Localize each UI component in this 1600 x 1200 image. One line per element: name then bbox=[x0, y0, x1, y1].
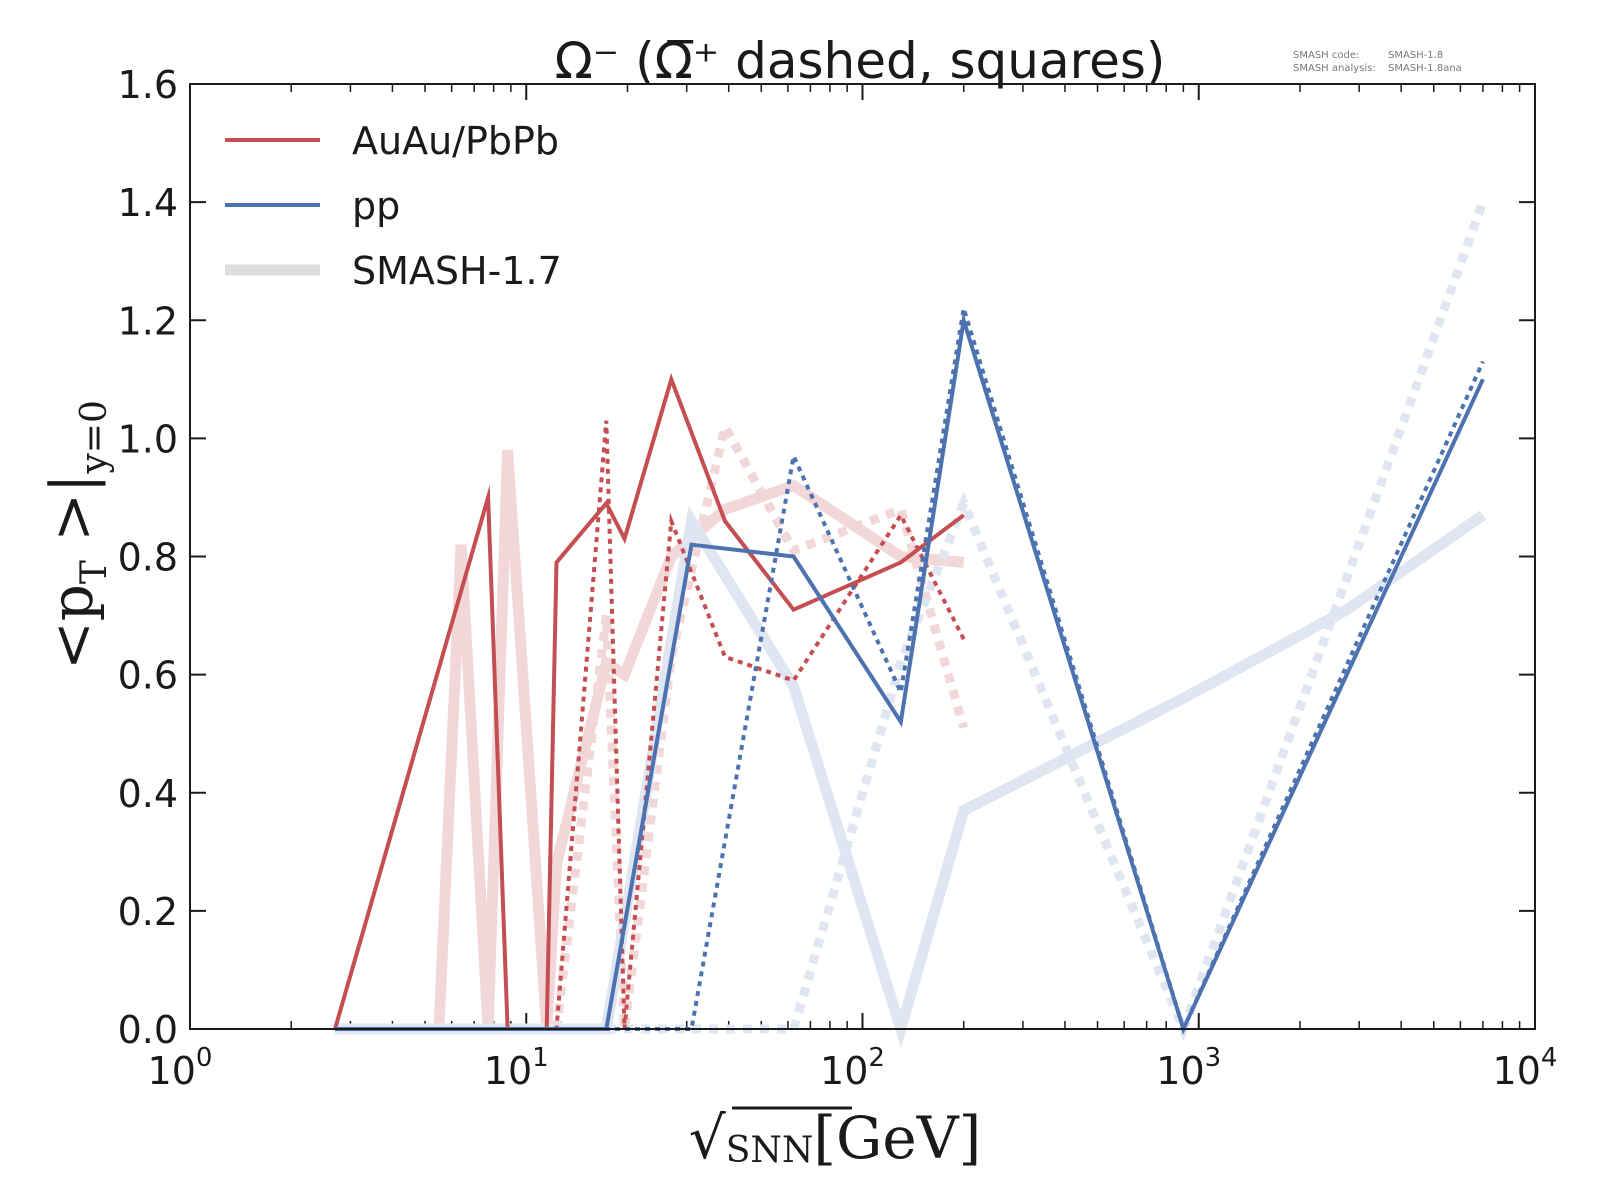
annotation-line-0-value: SMASH-1.8 bbox=[1388, 50, 1443, 61]
y-axis-label: <pT >|y=0 bbox=[38, 400, 115, 670]
y-label-sub-t: T bbox=[74, 560, 115, 584]
x-label-sub: SNN bbox=[726, 1130, 814, 1171]
y-tick-label: 0.4 bbox=[118, 772, 178, 816]
x-tick-label: 101 bbox=[484, 1043, 549, 1093]
y-tick-label: 1.0 bbox=[118, 417, 178, 461]
svg-text:√SNN[GeV]: √SNN[GeV] bbox=[689, 1104, 981, 1172]
chart-title: Ω⁻ (Ω̅⁺ dashed, squares) bbox=[555, 32, 1166, 90]
y-tick-label: 1.6 bbox=[118, 63, 178, 107]
y-label-sub-y: y=0 bbox=[74, 400, 115, 474]
annotation-line-0-key: SMASH code: bbox=[1293, 50, 1359, 61]
legend-label-1: pp bbox=[352, 184, 400, 228]
y-tick-label: 0.2 bbox=[118, 890, 178, 934]
series-line-6 bbox=[335, 311, 1485, 1035]
legend-label-0: AuAu/PbPb bbox=[352, 119, 559, 163]
tick-labels: 0.0 0.2 0.4 0.6 0.8 1.0 1.2 1.4 1.6 100 101 102 103 1… bbox=[118, 63, 1558, 1093]
x-tick-label: 104 bbox=[1493, 1043, 1558, 1093]
y-tick-label: 1.2 bbox=[118, 299, 178, 343]
svg-text:<pT >|y=0: <pT >|y=0 bbox=[38, 400, 115, 670]
y-tick-label: 0.0 bbox=[118, 1008, 178, 1052]
x-label-unit: [GeV] bbox=[813, 1104, 981, 1172]
annotation-line-1-value: SMASH-1.8ana bbox=[1388, 63, 1462, 74]
y-tick-label: 1.4 bbox=[118, 181, 178, 225]
x-tick-label: 103 bbox=[1156, 1043, 1221, 1093]
x-axis-label: √SNN[GeV] bbox=[689, 1104, 981, 1172]
series-line-0 bbox=[335, 449, 965, 1035]
x-tick-label: 102 bbox=[820, 1043, 885, 1093]
legend: AuAu/PbPb pp SMASH-1.7 bbox=[225, 119, 562, 293]
plot-frame bbox=[189, 83, 1536, 1030]
y-label-open: <p bbox=[38, 584, 106, 670]
legend-label-2: SMASH-1.7 bbox=[352, 249, 562, 293]
smash-version-annotation: SMASH code: SMASH-1.8 SMASH analysis: SM… bbox=[1293, 50, 1462, 74]
x-tick-label: 100 bbox=[148, 1043, 213, 1093]
series-line-5 bbox=[335, 420, 966, 1031]
annotation-line-1-key: SMASH analysis: bbox=[1293, 63, 1376, 74]
y-tick-label: 0.8 bbox=[118, 536, 178, 580]
y-tick-label: 0.6 bbox=[118, 654, 178, 698]
y-label-close: >| bbox=[38, 474, 106, 561]
x-label-root: √ bbox=[689, 1104, 726, 1172]
series-line-4 bbox=[333, 373, 965, 1031]
